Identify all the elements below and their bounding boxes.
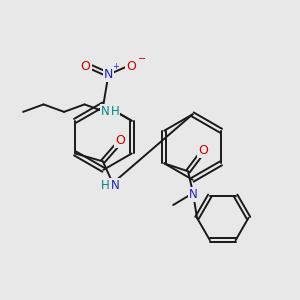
Text: H: H (110, 105, 119, 119)
Text: +: + (112, 62, 119, 71)
Text: H: H (100, 179, 109, 192)
Text: N: N (110, 179, 119, 192)
Text: N: N (100, 105, 109, 119)
Text: O: O (126, 60, 136, 73)
Text: O: O (81, 60, 91, 73)
Text: O: O (198, 144, 208, 157)
Text: N: N (189, 188, 197, 201)
Text: O: O (115, 134, 124, 147)
Text: −: − (138, 54, 146, 64)
Text: N: N (104, 68, 113, 81)
